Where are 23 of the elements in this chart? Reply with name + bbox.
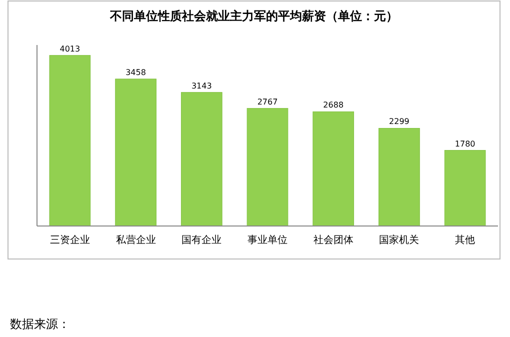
x-tick-label: 社会团体 (313, 234, 354, 246)
bar (312, 111, 354, 226)
data-label: 2767 (257, 97, 278, 106)
x-tick-label: 国有企业 (182, 234, 222, 246)
data-label: 1780 (454, 139, 476, 148)
x-tick-label: 三资企业 (50, 234, 90, 246)
x-tick-label: 事业单位 (248, 234, 288, 246)
source-note: 数据来源： (10, 317, 70, 331)
bar (180, 92, 222, 226)
data-label: 2299 (389, 117, 410, 126)
bar (115, 78, 156, 226)
x-tick-label: 私营企业 (116, 234, 156, 246)
data-label: 2688 (323, 100, 344, 110)
data-label: 4013 (60, 44, 80, 54)
chart-title: 不同单位性质社会就业主力军的平均薪资（单位：元） (109, 9, 398, 23)
data-label: 3458 (126, 68, 146, 77)
bar (378, 128, 420, 226)
data-label: 3143 (191, 81, 212, 90)
bar (246, 108, 288, 226)
bar (444, 150, 486, 226)
bar (49, 55, 91, 226)
x-tick-label: 国家机关 (379, 234, 420, 246)
x-tick-label: 其他 (455, 234, 476, 246)
